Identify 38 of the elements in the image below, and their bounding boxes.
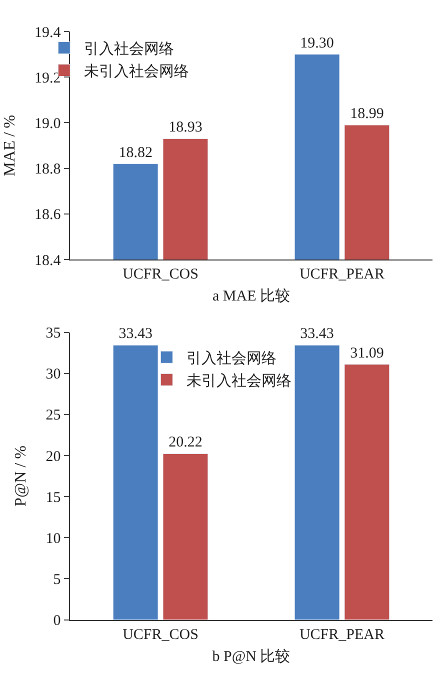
x-tick-label: UCFR_PEAR <box>299 266 385 283</box>
x-tick-label: UCFR_COS <box>122 626 198 643</box>
y-tick-label: 18.4 <box>34 252 62 269</box>
y-tick-label: 35 <box>46 326 61 342</box>
data-label: 18.99 <box>350 106 384 122</box>
y-tick-label: 25 <box>46 408 61 424</box>
bar <box>112 344 158 620</box>
data-label: 19.30 <box>300 35 334 52</box>
y-tick-label: 19.0 <box>34 116 61 132</box>
data-label: 18.82 <box>118 144 152 161</box>
y-tick-label: 0 <box>53 613 61 630</box>
x-axis-title: a MAE 比较 <box>212 288 290 305</box>
data-label: 33.43 <box>118 326 152 342</box>
y-axis-title: P@N / % <box>12 446 30 507</box>
y-tick-label: 5 <box>53 572 61 588</box>
y-tick-label: 19.4 <box>34 24 62 41</box>
data-label: 33.43 <box>300 326 334 342</box>
data-label: 20.22 <box>168 434 202 451</box>
bar <box>344 364 390 620</box>
data-label: 31.09 <box>350 345 384 362</box>
x-tick-label: UCFR_COS <box>122 266 198 283</box>
y-tick-label: 10 <box>46 530 61 547</box>
bar <box>294 344 340 620</box>
bar <box>162 453 208 620</box>
y-tick-label: 19.2 <box>34 70 61 86</box>
x-tick-label: UCFR_PEAR <box>299 626 385 643</box>
y-tick-label: 30 <box>46 366 61 383</box>
x-axis-title: b P@N 比较 <box>212 648 290 665</box>
legend-label: 未引入社会网络 <box>84 62 190 80</box>
legend-label: 未引入社会网络 <box>186 372 292 390</box>
y-tick-label: 18.6 <box>34 207 62 224</box>
legend-label: 引入社会网络 <box>84 40 174 58</box>
y-axis-title: MAE / % <box>1 114 18 176</box>
data-label: 18.93 <box>168 120 202 136</box>
y-tick-label: 18.8 <box>34 162 61 178</box>
legend-label: 引入社会网络 <box>186 349 277 368</box>
y-tick-label: 15 <box>46 490 61 506</box>
y-tick-label: 20 <box>46 448 61 465</box>
